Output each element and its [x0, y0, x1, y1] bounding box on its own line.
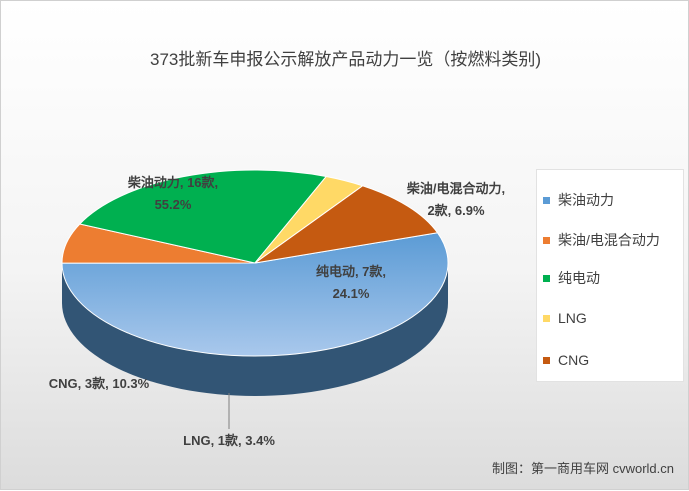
legend-swatch: [543, 315, 550, 322]
legend-label: CNG: [558, 352, 589, 368]
legend-swatch: [543, 275, 550, 282]
data-label-value: 55.2%: [155, 197, 192, 212]
legend-swatch: [543, 237, 550, 244]
legend-item: 纯电动: [543, 268, 600, 288]
legend-swatch: [543, 357, 550, 364]
legend-label: LNG: [558, 310, 587, 326]
data-label-value: 24.1%: [333, 286, 370, 301]
legend-item: 柴油/电混合动力: [543, 230, 660, 250]
credit-text: 制图：第一商用车网 cvworld.cn: [492, 458, 674, 477]
legend-label: 纯电动: [558, 268, 600, 288]
legend-swatch: [543, 197, 550, 204]
legend-label: 柴油动力: [558, 190, 614, 210]
data-label: 纯电动, 7款,: [316, 264, 386, 279]
data-label: LNG, 1款, 3.4%: [183, 433, 275, 448]
data-label-value: 2款, 6.9%: [427, 203, 485, 218]
legend-item: CNG: [543, 350, 589, 370]
legend-item: 柴油动力: [543, 190, 614, 210]
data-label: 柴油动力, 16款,: [127, 175, 218, 190]
legend-item: LNG: [543, 308, 587, 328]
data-label: 柴油/电混合动力,: [406, 181, 505, 196]
data-label: CNG, 3款, 10.3%: [49, 376, 150, 391]
legend: 柴油动力 柴油/电混合动力 纯电动 LNG CNG: [536, 169, 684, 382]
legend-label: 柴油/电混合动力: [558, 230, 660, 250]
